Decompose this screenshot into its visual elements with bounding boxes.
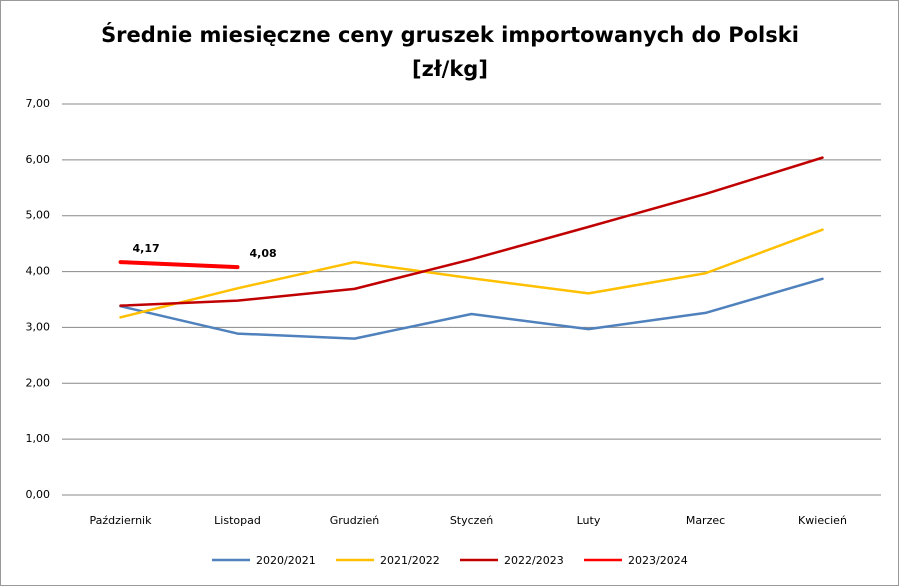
y-tick-label: 4,00 [26,265,51,278]
y-tick-label: 6,00 [26,153,51,166]
x-tick-label: Kwiecień [798,514,847,527]
y-tick-label: 5,00 [26,209,51,222]
series-line [119,156,824,307]
x-tick-label: Październik [90,514,153,527]
y-tick-label: 0,00 [26,488,51,501]
x-tick-label: Listopad [214,514,261,527]
legend-label: 2021/2022 [380,554,440,567]
x-tick-label: Marzec [686,514,725,527]
x-tick-label: Styczeń [450,514,493,527]
series-line [119,228,824,319]
data-label: 4,08 [250,247,277,260]
x-tick-label: Luty [577,514,601,527]
legend-label: 2023/2024 [628,554,688,567]
chart-title: [zł/kg] [412,57,488,81]
y-tick-label: 2,00 [26,376,51,389]
chart-title: Średnie miesięczne ceny gruszek importow… [101,22,799,47]
legend-label: 2020/2021 [256,554,316,567]
y-tick-label: 7,00 [26,97,51,110]
y-tick-label: 3,00 [26,320,51,333]
series-line [119,277,824,340]
data-label: 4,17 [133,242,160,255]
legend-label: 2022/2023 [504,554,564,567]
series-line [118,260,240,270]
y-tick-label: 1,00 [26,432,51,445]
x-tick-label: Grudzień [330,514,380,527]
